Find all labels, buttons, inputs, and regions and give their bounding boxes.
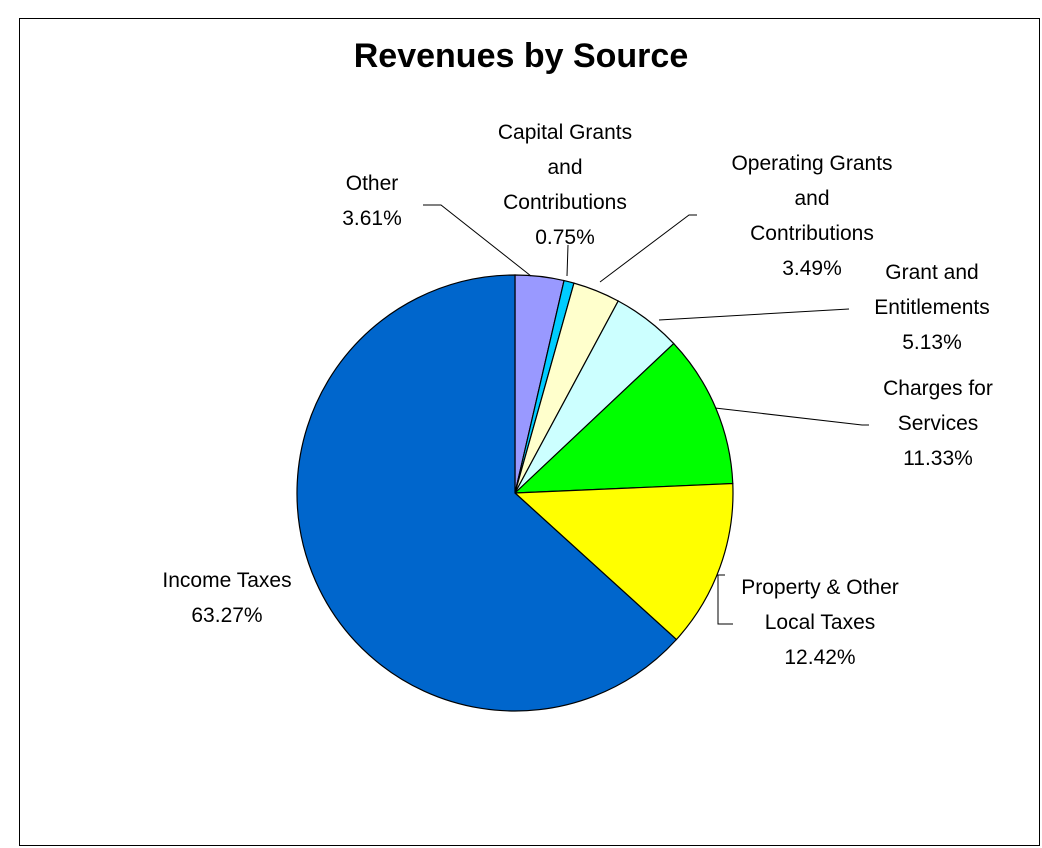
slice-label: Operating Grants and Contributions 3.49%: [731, 152, 892, 280]
pie-slice-income-taxes: [296, 274, 678, 712]
slice-label: Capital Grants and Contributions 0.75%: [498, 121, 632, 249]
leader-line: [658, 308, 850, 321]
leader-line: [566, 244, 569, 277]
slice-label: Grant and Entitlements 5.13%: [874, 261, 990, 354]
slice-label: Other 3.61%: [342, 172, 402, 230]
leader-line: [717, 574, 733, 625]
slice-label: Income Taxes 63.27%: [162, 569, 291, 627]
leader-line: [599, 214, 697, 283]
slice-label: Charges for Services 11.33%: [883, 377, 993, 470]
slice-label: Property & Other Local Taxes 12.42%: [741, 576, 899, 669]
chart-title: Revenues by Source: [353, 37, 689, 75]
pie-slice-property-other-local-taxes: [513, 482, 734, 641]
leader-line: [714, 407, 869, 426]
leader-line: [423, 204, 532, 277]
